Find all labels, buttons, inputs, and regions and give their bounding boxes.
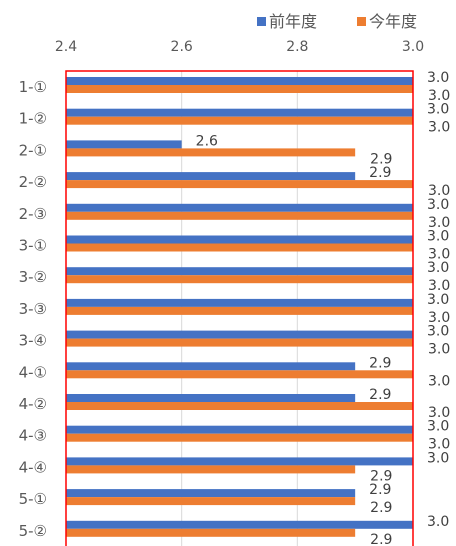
category-label: 4-③ [19,427,47,445]
category-label: 3-③ [19,300,47,318]
category-labels: 1-① 1-② 2-① 2-② 2-③ 3-① 3-② 3-③ 3-④ 4-① 4-② 4-③ 4-④ 5… [19,78,47,540]
legend-label: 前年度 [269,12,317,31]
bar-prev-14 [66,520,413,529]
data-label: 3.0 [427,260,449,276]
data-label: 3.0 [427,102,449,118]
data-label: 2.9 [370,468,392,484]
bar-prev-7 [66,298,413,307]
data-label: 3.0 [427,324,449,340]
category-label: 1-② [19,110,47,128]
bar-curr-4 [66,211,413,220]
x-tick-label: 2.4 [55,39,77,55]
data-label: 3.0 [428,437,450,453]
data-label: 3.0 [428,247,450,263]
bar-curr-6 [66,275,413,284]
bar-prev-5 [66,235,413,244]
bar-prev-12 [66,457,413,466]
data-label: 3.0 [427,70,449,86]
data-label: 2.9 [369,387,391,403]
category-label: 4-② [19,395,47,413]
data-labels: 3.03.03.03.02.62.92.93.03.03.03.03.03.03… [196,70,451,546]
bar-prev-3 [66,172,356,181]
bars [66,77,413,537]
data-label: 3.0 [428,120,450,136]
bar-prev-10 [66,394,356,402]
data-label: 3.0 [428,88,450,104]
bar-prev-9 [66,362,356,371]
data-label: 3.0 [427,514,449,530]
legend-label: 今年度 [369,12,417,31]
data-label: 3.0 [427,450,449,466]
category-label: 3-① [19,237,47,255]
bar-curr-8 [66,338,413,347]
bar-curr-5 [66,243,413,252]
bar-prev-4 [66,203,413,212]
data-label: 3.0 [428,183,450,199]
bar-curr-13 [66,497,356,506]
bar-curr-0 [66,85,413,93]
bar-curr-1 [66,116,413,125]
data-label: 3.0 [428,310,450,326]
data-label: 3.0 [428,373,450,389]
data-label: 3.0 [428,405,450,421]
category-label: 5-① [19,490,47,508]
category-label: 3-④ [19,332,47,350]
data-label: 3.0 [427,292,449,308]
category-label: 3-② [19,268,47,286]
x-tick-label: 2.6 [171,39,193,55]
category-label: 2-③ [19,205,47,223]
category-label: 4-① [19,363,47,381]
bar-curr-2 [66,148,356,157]
legend: 前年度 今年度 [257,12,417,31]
category-label: 2-② [19,173,47,191]
data-label: 3.0 [427,197,449,213]
bar-prev-1 [66,108,413,117]
legend-swatch [357,17,366,26]
data-label: 3.0 [427,229,449,245]
x-tick-label: 2.8 [286,39,308,55]
data-label: 3.0 [427,419,449,435]
bar-curr-7 [66,306,413,315]
bar-curr-9 [66,370,413,379]
data-label: 3.0 [428,278,450,294]
bar-prev-2 [66,140,182,149]
data-label: 2.9 [370,151,392,167]
bar-prev-13 [66,489,356,498]
data-label: 2.6 [196,133,218,149]
data-label: 3.0 [428,342,450,358]
x-tick-label: 3.0 [402,39,424,55]
x-axis-tick-labels: 2.4 2.6 2.8 3.0 [55,39,424,55]
bar-prev-8 [66,330,413,339]
data-label: 3.0 [428,215,450,231]
bar-curr-3 [66,180,413,189]
bar-curr-14 [66,528,356,537]
bar-prev-0 [66,77,413,85]
plot-area-border [65,70,414,546]
legend-swatch [257,17,266,26]
bar-prev-6 [66,267,413,276]
data-label: 2.9 [369,355,391,371]
bar-curr-11 [66,433,413,442]
data-label: 2.9 [369,165,391,181]
category-label: 5-② [19,522,47,540]
bar-curr-10 [66,402,413,410]
category-label: 1-① [19,78,47,96]
bar-prev-11 [66,425,413,434]
data-label: 2.9 [370,500,392,516]
data-label: 2.9 [370,532,392,546]
data-label: 2.9 [369,482,391,498]
category-label: 2-① [19,141,47,159]
category-label: 4-④ [19,458,47,476]
bar-curr-12 [66,465,356,474]
